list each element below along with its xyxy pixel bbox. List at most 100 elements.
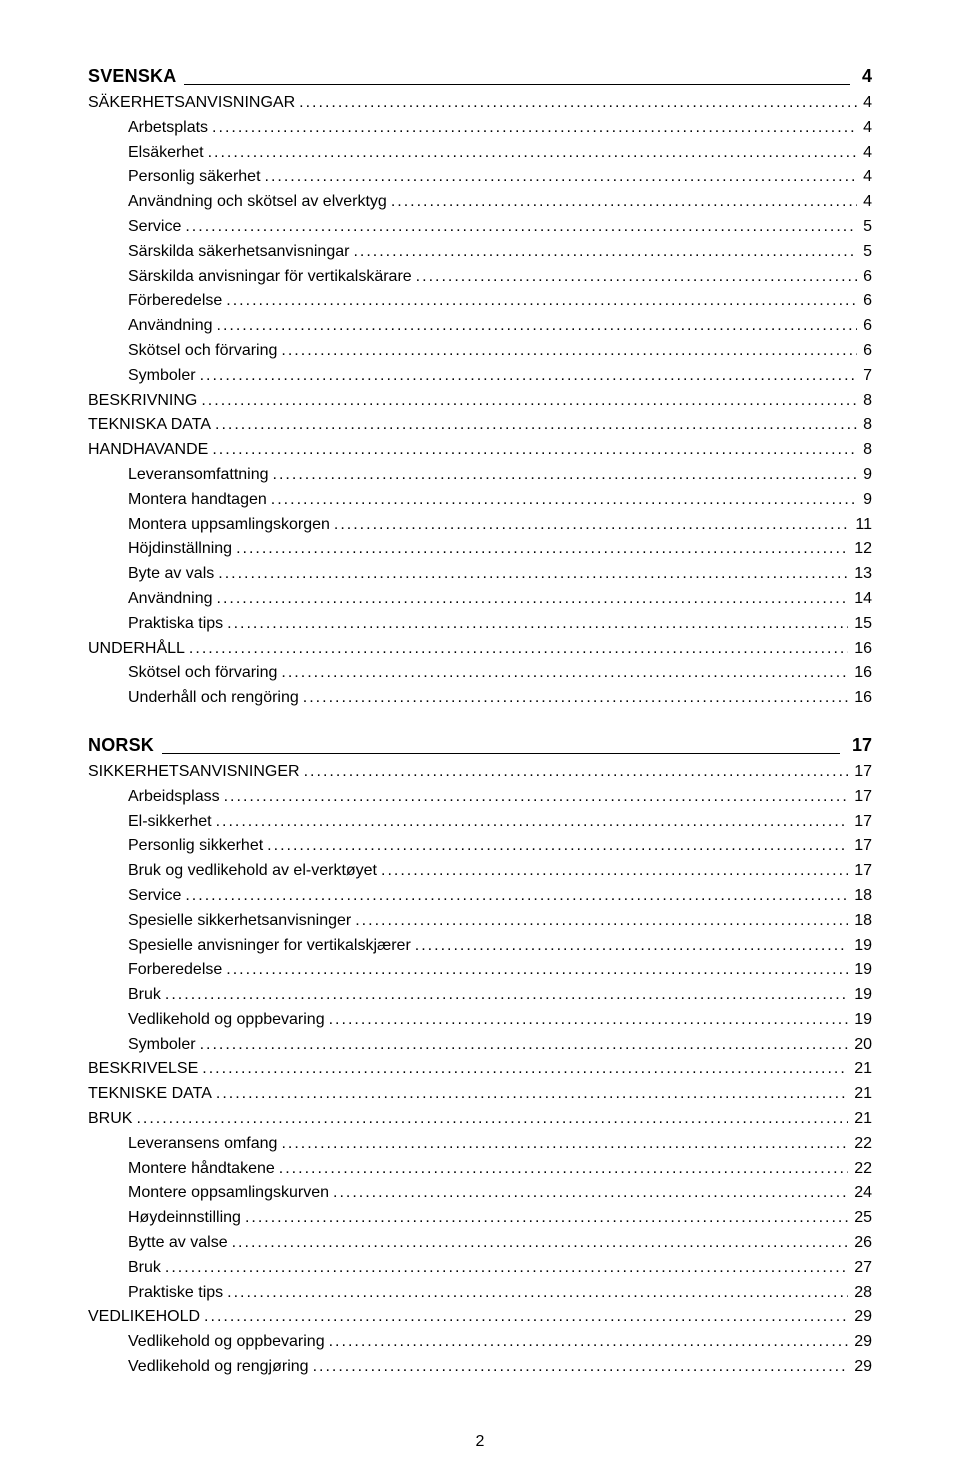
toc-entry-label: BESKRIVNING: [88, 389, 197, 414]
toc-entry-page: 19: [850, 958, 872, 983]
toc-entry: VEDLIKEHOLD.............................…: [88, 1305, 872, 1330]
toc-entry-label: SIKKERHETSANVISNINGER: [88, 760, 300, 785]
toc-entry-label: Höjdinställning: [128, 537, 232, 562]
toc-entry-label: Praktiske tips: [128, 1281, 223, 1306]
toc-entry: Skötsel och förvaring...................…: [88, 339, 872, 364]
toc-dot-leader: ........................................…: [218, 562, 848, 587]
toc-dot-leader: ........................................…: [204, 1305, 848, 1330]
toc-entry: HANDHAVANDE.............................…: [88, 438, 872, 463]
toc-entry-page: 17: [850, 760, 872, 785]
toc-entry: Underhåll och rengöring.................…: [88, 686, 872, 711]
toc-entry-page: 17: [850, 810, 872, 835]
toc-entry-page: 22: [850, 1157, 872, 1182]
toc-entry-label: El-sikkerhet: [128, 810, 212, 835]
toc-entry-page: 25: [850, 1206, 872, 1231]
toc-dot-leader: ........................................…: [333, 1181, 848, 1206]
toc-entry-page: 12: [850, 537, 872, 562]
toc-dot-leader: ........................................…: [185, 884, 848, 909]
toc-entry-label: Service: [128, 884, 181, 909]
toc-entry-page: 22: [850, 1132, 872, 1157]
toc-entry-label: Montera uppsamlingskorgen: [128, 513, 330, 538]
toc-entry-label: Elsäkerhet: [128, 141, 204, 166]
page: SVENSKA4SÄKERHETSANVISNINGAR............…: [0, 0, 960, 1479]
toc-entry: Montera uppsamlingskorgen...............…: [88, 513, 872, 538]
toc-entry-label: UNDERHÅLL: [88, 637, 185, 662]
toc-dot-leader: ........................................…: [212, 438, 857, 463]
section-gap: [88, 711, 872, 729]
toc-dot-leader: ........................................…: [416, 265, 857, 290]
toc-dot-leader: ........................................…: [281, 661, 848, 686]
toc-entry: El-sikkerhet............................…: [88, 810, 872, 835]
toc-entry-page: 19: [850, 934, 872, 959]
toc-entry-page: 18: [850, 909, 872, 934]
toc-entry-page: 29: [850, 1305, 872, 1330]
toc-entry: Förberedelse............................…: [88, 289, 872, 314]
toc-entry-page: 21: [850, 1107, 872, 1132]
toc-dot-leader: ........................................…: [227, 1281, 848, 1306]
toc-entry: BESKRIVELSE.............................…: [88, 1057, 872, 1082]
toc-entry-page: 9: [859, 463, 872, 488]
toc-entry-page: 13: [850, 562, 872, 587]
toc-entry-page: 6: [859, 265, 872, 290]
toc-dot-leader: ........................................…: [226, 289, 857, 314]
toc-entry-label: Leveransomfattning: [128, 463, 269, 488]
toc-entry: Leveransens omfang......................…: [88, 1132, 872, 1157]
toc-dot-leader: ........................................…: [200, 1033, 849, 1058]
toc-entry-label: Användning: [128, 314, 213, 339]
toc-entry: Spesielle anvisninger for vertikalskjære…: [88, 934, 872, 959]
toc-entry-label: Bruk: [128, 1256, 161, 1281]
toc-entry-page: 8: [859, 413, 872, 438]
toc-group-title: NORSK: [88, 735, 154, 756]
toc-group-page: 17: [844, 735, 872, 756]
toc-entry-page: 5: [859, 215, 872, 240]
toc-entry: Høydeinnstilling........................…: [88, 1206, 872, 1231]
toc-entry: Arbeidsplass............................…: [88, 785, 872, 810]
toc-entry: Montera handtagen.......................…: [88, 488, 872, 513]
toc-entry-label: Montera handtagen: [128, 488, 267, 513]
toc-entry-label: BRUK: [88, 1107, 132, 1132]
toc-group-underline: [184, 84, 850, 85]
toc-entry: Elsäkerhet..............................…: [88, 141, 872, 166]
toc-entry-label: Användning: [128, 587, 213, 612]
toc-group-underline: [162, 753, 840, 754]
toc-entry-page: 6: [859, 314, 872, 339]
toc-entry-label: Användning och skötsel av elverktyg: [128, 190, 387, 215]
toc-dot-leader: ........................................…: [216, 810, 849, 835]
toc-entry-label: Personlig säkerhet: [128, 165, 261, 190]
toc-entry: Service.................................…: [88, 215, 872, 240]
toc-dot-leader: ........................................…: [202, 1057, 848, 1082]
toc-entry-label: Skötsel och förvaring: [128, 661, 277, 686]
toc-entry: Vedlikehold og oppbevaring..............…: [88, 1008, 872, 1033]
toc-dot-leader: ........................................…: [281, 339, 857, 364]
toc-entry: TEKNISKE DATA...........................…: [88, 1082, 872, 1107]
toc-dot-leader: ........................................…: [212, 116, 857, 141]
toc-dot-leader: ........................................…: [215, 413, 857, 438]
toc-entry-page: 26: [850, 1231, 872, 1256]
toc-entry: Praktiska tips..........................…: [88, 612, 872, 637]
toc-entry-label: Praktiska tips: [128, 612, 223, 637]
toc-entry-page: 6: [859, 289, 872, 314]
toc-entry-page: 29: [850, 1355, 872, 1380]
toc-dot-leader: ........................................…: [165, 983, 848, 1008]
toc-entry-label: Symboler: [128, 1033, 196, 1058]
toc-entry: Användning..............................…: [88, 314, 872, 339]
toc-group-page: 4: [854, 66, 872, 87]
toc-entry-label: Särskilda säkerhetsanvisningar: [128, 240, 349, 265]
toc-entry: Särskilda anvisningar för vertikalskärar…: [88, 265, 872, 290]
toc-entry: TEKNISKA DATA...........................…: [88, 413, 872, 438]
toc-entry-label: Montere oppsamlingskurven: [128, 1181, 329, 1206]
toc-entry-page: 17: [850, 785, 872, 810]
toc-entry: SIKKERHETSANVISNINGER...................…: [88, 760, 872, 785]
toc-entry: Byte av vals............................…: [88, 562, 872, 587]
toc-entry-page: 11: [851, 513, 872, 538]
toc-entry: Höjdinställning.........................…: [88, 537, 872, 562]
toc-entry-page: 29: [850, 1330, 872, 1355]
toc-entry-label: Forberedelse: [128, 958, 222, 983]
toc-entry-page: 19: [850, 1008, 872, 1033]
toc-entry-page: 9: [859, 488, 872, 513]
toc-dot-leader: ........................................…: [232, 1231, 849, 1256]
toc-entry: Vedlikehold og rengjøring...............…: [88, 1355, 872, 1380]
toc-entry-label: Spesielle anvisninger for vertikalskjære…: [128, 934, 411, 959]
toc-entry: Forberedelse............................…: [88, 958, 872, 983]
toc-entry: Service.................................…: [88, 884, 872, 909]
